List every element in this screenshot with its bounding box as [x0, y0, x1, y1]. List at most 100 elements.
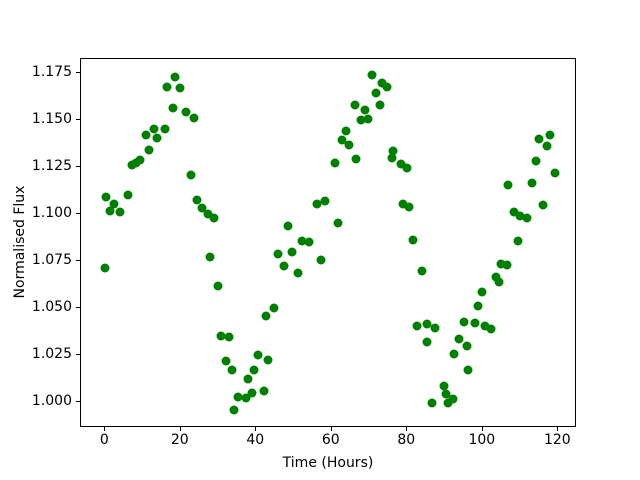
y-tick — [76, 354, 80, 356]
data-point — [337, 135, 347, 145]
data-point — [221, 356, 231, 366]
data-point — [377, 78, 387, 88]
data-point — [197, 203, 207, 213]
data-point — [402, 163, 412, 173]
data-point — [320, 196, 330, 206]
data-point — [293, 268, 303, 278]
data-point — [408, 235, 418, 245]
y-tick-label: 1.175 — [31, 64, 72, 81]
data-point — [382, 82, 392, 92]
data-point — [297, 236, 307, 246]
data-point — [330, 158, 340, 168]
y-axis-label: Normalised Flux — [12, 185, 28, 299]
data-point — [333, 218, 343, 228]
data-point — [398, 199, 408, 209]
data-point — [162, 82, 172, 92]
data-point — [152, 133, 162, 143]
data-point — [441, 389, 451, 399]
data-point — [542, 141, 552, 151]
data-point — [227, 365, 237, 375]
data-point — [545, 130, 555, 140]
data-point — [186, 170, 196, 180]
data-point — [249, 365, 259, 375]
y-tick-label: 1.125 — [31, 158, 72, 175]
data-point — [360, 105, 370, 115]
data-point — [388, 146, 398, 156]
y-tick — [76, 213, 80, 215]
data-point — [203, 209, 213, 219]
data-point — [404, 202, 414, 212]
data-point — [261, 311, 271, 321]
x-axis-label: Time (Hours) — [282, 455, 374, 471]
data-point — [473, 301, 483, 311]
data-point — [375, 100, 385, 110]
data-point — [509, 207, 519, 217]
y-tick-label: 1.100 — [31, 205, 72, 222]
data-point — [462, 341, 472, 351]
y-tick-label: 1.025 — [31, 346, 72, 363]
data-point — [454, 334, 464, 344]
x-tick — [481, 427, 483, 431]
x-tick-label: 120 — [543, 432, 571, 448]
data-point — [316, 255, 326, 265]
y-tick-label: 1.150 — [31, 111, 72, 128]
data-point — [538, 200, 548, 210]
data-point — [527, 178, 537, 188]
data-point — [371, 88, 381, 98]
data-point — [351, 154, 361, 164]
y-tick — [76, 401, 80, 403]
data-point — [448, 394, 458, 404]
plot-area — [80, 58, 576, 427]
x-tick-label: 100 — [468, 432, 496, 448]
y-tick — [76, 307, 80, 309]
data-point — [259, 386, 269, 396]
data-point — [205, 252, 215, 262]
data-point — [422, 337, 432, 347]
data-point — [534, 134, 544, 144]
data-point — [496, 259, 506, 269]
y-tick-label: 1.075 — [31, 252, 72, 269]
data-point — [515, 211, 525, 221]
data-point — [502, 260, 512, 270]
data-point — [417, 266, 427, 276]
data-point — [135, 155, 145, 165]
data-point — [241, 393, 251, 403]
x-tick-label: 20 — [170, 432, 189, 448]
data-point — [494, 277, 504, 287]
data-point — [105, 206, 115, 216]
data-point — [312, 199, 322, 209]
data-point — [149, 124, 159, 134]
data-point — [513, 236, 523, 246]
data-point — [341, 126, 351, 136]
y-tick — [76, 72, 80, 74]
x-tick-label: 0 — [99, 432, 109, 448]
data-point — [439, 381, 449, 391]
data-point — [224, 332, 234, 342]
data-point — [123, 190, 133, 200]
data-point — [463, 365, 473, 375]
data-point — [486, 324, 496, 334]
data-point — [144, 145, 154, 155]
data-point — [531, 156, 541, 166]
x-tick — [104, 427, 106, 431]
y-tick-label: 1.000 — [31, 393, 72, 410]
data-point — [141, 130, 151, 140]
data-point — [503, 180, 513, 190]
data-point — [480, 321, 490, 331]
data-point — [213, 281, 223, 291]
data-point — [422, 319, 432, 329]
data-point — [263, 355, 273, 365]
data-point — [216, 331, 226, 340]
data-point — [387, 153, 397, 163]
x-tick — [330, 427, 332, 431]
data-point — [101, 192, 111, 202]
data-point — [115, 207, 125, 217]
data-point — [304, 237, 314, 247]
data-point — [229, 405, 239, 415]
data-point — [247, 388, 257, 398]
data-point — [459, 317, 469, 327]
y-tick — [76, 166, 80, 168]
y-tick — [76, 119, 80, 121]
data-point — [491, 272, 501, 282]
x-tick — [406, 427, 408, 431]
